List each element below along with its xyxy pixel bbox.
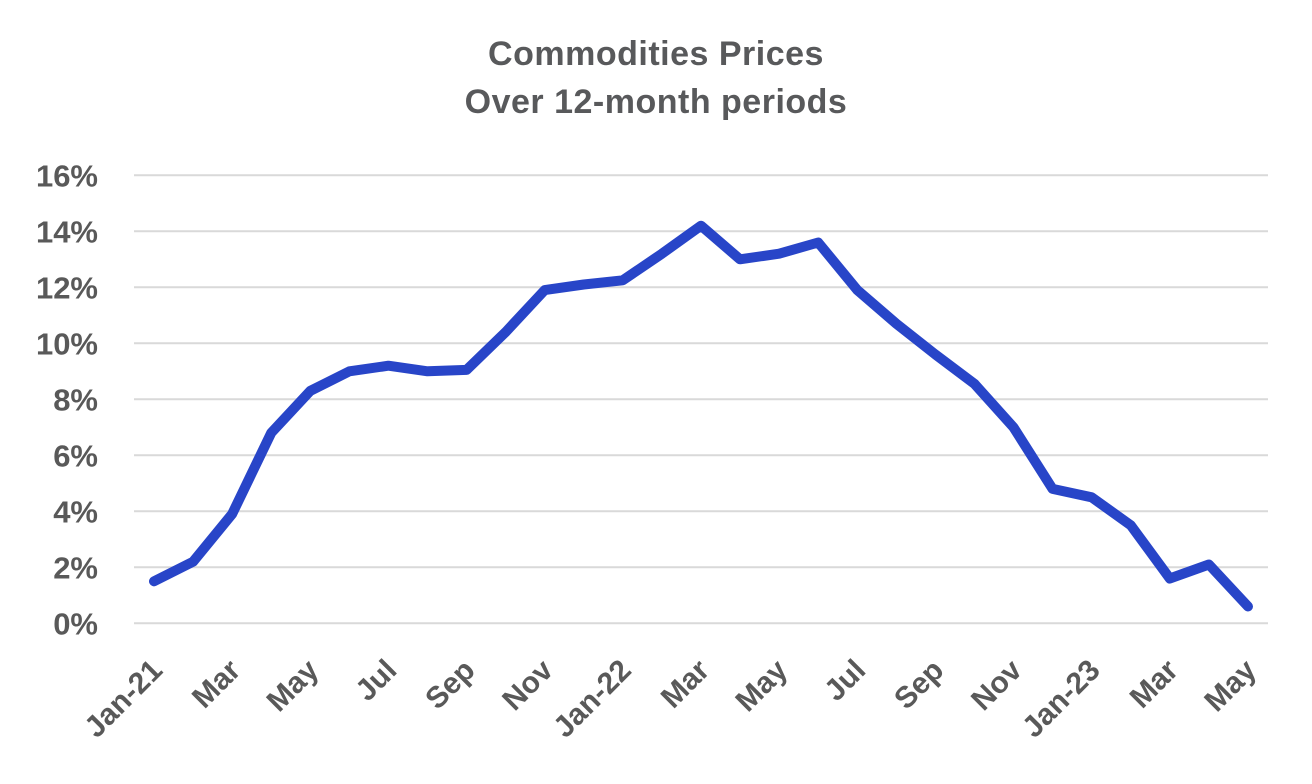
x-axis-tick-label: May bbox=[1198, 653, 1263, 718]
x-axis-tick-label: May bbox=[261, 653, 326, 718]
x-axis-tick-label: Jul bbox=[818, 654, 872, 708]
chart-title-line2: Over 12-month periods bbox=[464, 83, 848, 121]
y-axis-tick-label: 6% bbox=[53, 438, 98, 473]
x-axis-tick-label: Mar bbox=[655, 653, 716, 714]
x-axis-tick-label: Jan-23 bbox=[1016, 654, 1107, 745]
x-axis-tick-label: Jul bbox=[349, 654, 403, 708]
price-line bbox=[149, 220, 1253, 612]
x-axis-tick-label: Sep bbox=[419, 654, 481, 716]
y-axis-tick-label: 2% bbox=[53, 550, 98, 585]
y-axis-tick-label: 0% bbox=[53, 606, 98, 641]
x-axis-tick-label: Jan-22 bbox=[547, 654, 638, 745]
y-axis-tick-label: 8% bbox=[53, 382, 98, 417]
chart-title: Commodities Prices Over 12-month periods bbox=[0, 30, 1312, 126]
y-axis-tick-label: 10% bbox=[36, 326, 98, 361]
x-axis-tick-label: Mar bbox=[186, 653, 247, 714]
chart-title-line1: Commodities Prices bbox=[488, 35, 824, 73]
y-axis-tick-label: 4% bbox=[53, 494, 98, 529]
x-axis-tick-label: Jan-21 bbox=[78, 654, 169, 745]
x-axis-tick-label: Nov bbox=[496, 653, 560, 717]
x-axis-tick-label: Mar bbox=[1124, 653, 1185, 714]
x-axis-tick-label: Sep bbox=[888, 654, 950, 716]
y-axis-tick-label: 14% bbox=[36, 214, 98, 249]
x-axis-tick-label: Nov bbox=[965, 653, 1029, 717]
x-axis-tick-label: May bbox=[729, 653, 794, 718]
y-axis-tick-label: 12% bbox=[36, 270, 98, 305]
y-axis-tick-label: 16% bbox=[36, 158, 98, 193]
